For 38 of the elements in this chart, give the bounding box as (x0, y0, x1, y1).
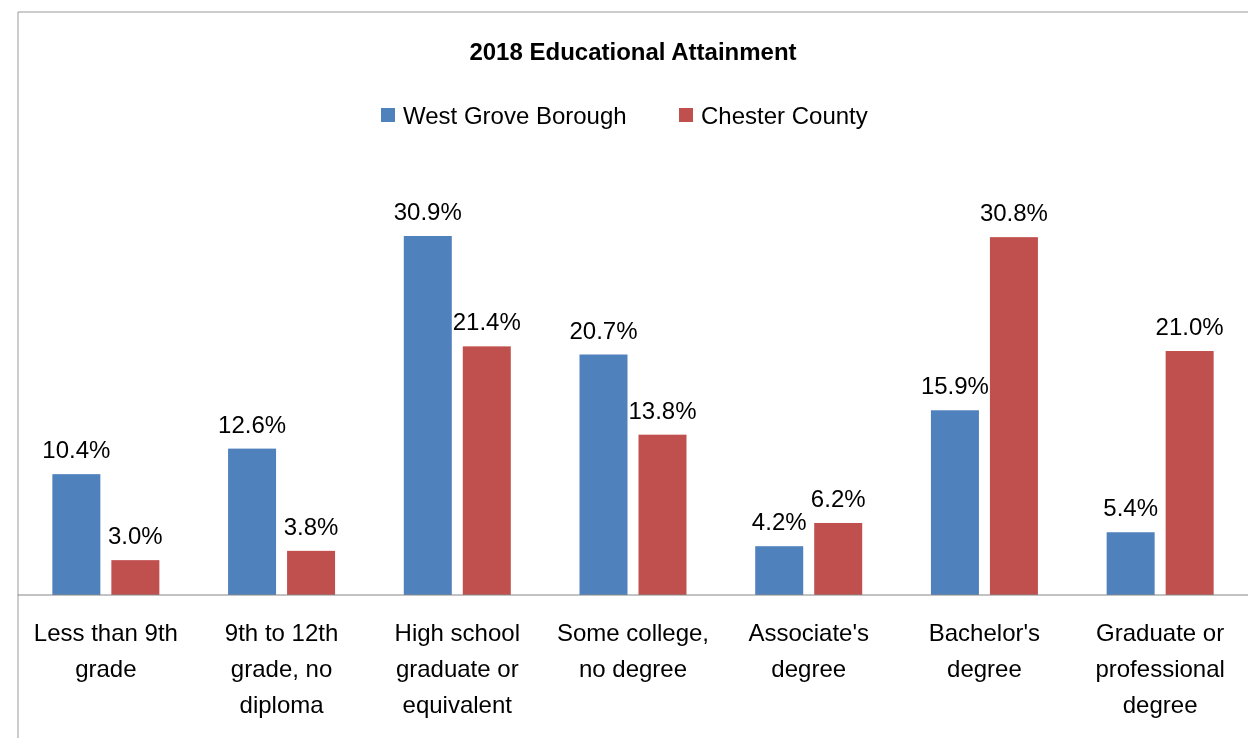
legend-label: Chester County (701, 102, 868, 129)
data-label: 21.4% (452, 308, 521, 336)
data-label: 6.2% (810, 484, 866, 512)
bar (755, 546, 804, 595)
bar (52, 474, 101, 595)
data-label: 30.9% (393, 198, 462, 225)
data-label: 20.7% (569, 316, 638, 344)
bar (111, 560, 160, 595)
data-label: 3.0% (108, 522, 163, 550)
x-tick-label: High school graduate or equivalent (394, 619, 520, 718)
data-label: 4.2% (751, 508, 807, 536)
data-label: 3.8% (283, 512, 339, 540)
bar (638, 434, 687, 595)
bar (287, 550, 336, 595)
x-tick-label: Less than 9th grade (33, 619, 178, 682)
bar (462, 346, 511, 595)
bar (814, 522, 863, 595)
data-label: 10.4% (42, 436, 111, 464)
x-tick-label: Associate's degree (748, 619, 870, 682)
data-label: 30.8% (979, 199, 1048, 227)
x-tick-label: 9th to 12th grade, no diploma (224, 619, 339, 718)
bar (1106, 532, 1155, 595)
bar (1165, 351, 1214, 595)
data-label: 5.4% (1103, 494, 1158, 522)
bar (403, 236, 452, 595)
bar (579, 354, 628, 595)
x-tick-label: Some college, no degree (556, 619, 710, 682)
x-tick-label: Bachelor's degree (928, 619, 1041, 682)
data-label: 21.0% (1155, 313, 1224, 341)
data-label: 13.8% (628, 396, 697, 424)
data-label: 12.6% (218, 410, 287, 438)
bar (930, 410, 979, 595)
legend-label: West Grove Borough (403, 102, 627, 129)
chart-title: 2018 Educational Attainment (469, 38, 797, 65)
bar (989, 237, 1038, 595)
x-tick-label: Graduate or professional degree (1095, 619, 1225, 718)
data-label: 15.9% (920, 372, 989, 400)
bar (228, 448, 277, 595)
